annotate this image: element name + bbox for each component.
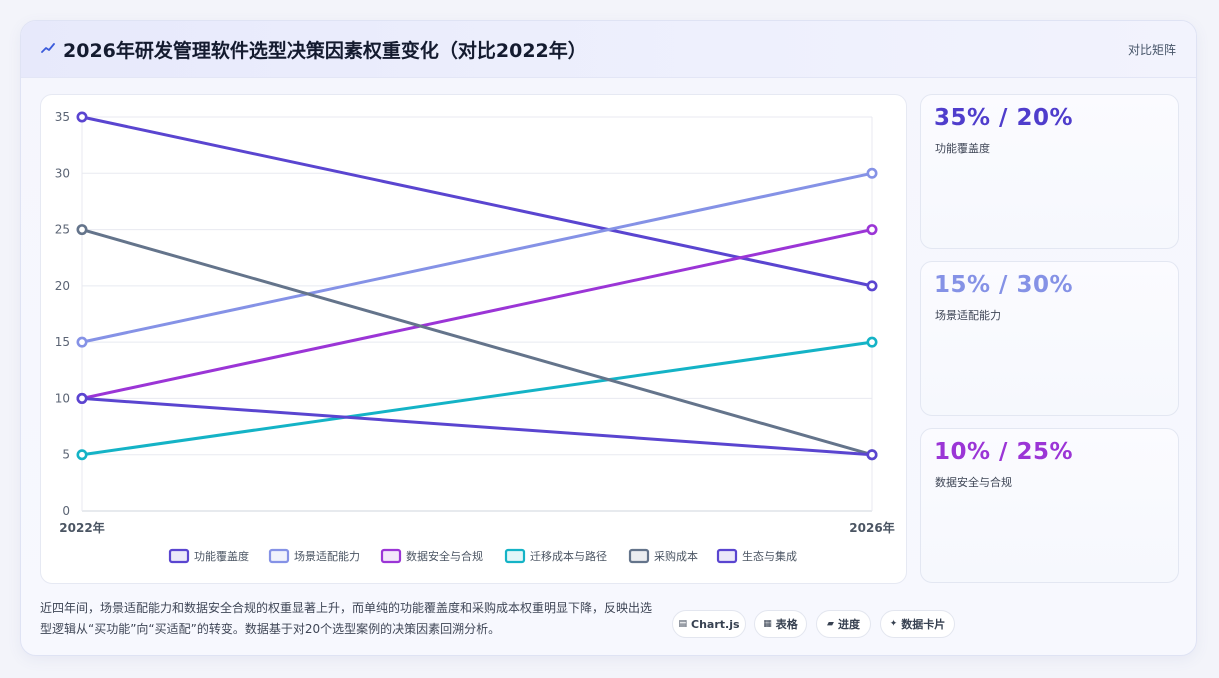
chart-panel: 0 5 10 15 20 25 30 35 2022年 2026年功能覆盖度 场景适配能力 数据安全与…	[40, 94, 907, 584]
series-line	[80, 396, 874, 457]
chart-icon: ▤	[678, 619, 687, 629]
data-point	[76, 111, 88, 123]
page-title: 2026年研发管理软件选型决策因素权重变化（对比2022年）	[63, 40, 587, 62]
stat-value: 15% / 30%	[934, 272, 1074, 298]
legend-swatch	[268, 548, 290, 564]
y-tick-label: 15	[55, 335, 70, 349]
x-tick-label: 2026年	[849, 520, 894, 535]
data-point	[76, 392, 88, 404]
header: 2026年研发管理软件选型决策因素权重变化（对比2022年） 对比矩阵	[21, 21, 1196, 78]
legend-swatch	[716, 548, 738, 564]
data-point	[866, 280, 878, 292]
legend-label: 功能覆盖度	[194, 549, 249, 563]
chip-label: 数据卡片	[901, 618, 946, 631]
series-line	[80, 340, 874, 457]
stat-value: 35% / 20%	[934, 105, 1074, 131]
legend-label: 场景适配能力	[294, 549, 360, 563]
legend-label: 数据安全与合规	[406, 549, 483, 563]
data-point	[76, 449, 88, 461]
y-tick-label: 5	[62, 448, 70, 462]
comparison-matrix-link[interactable]: 对比矩阵	[1127, 43, 1176, 57]
chip-table[interactable]: ▦ 表格	[754, 610, 807, 638]
chip-data-cards[interactable]: ✦ 数据卡片	[880, 610, 955, 638]
legend-swatch	[628, 548, 650, 564]
chip-progress[interactable]: ▰ 进度	[816, 610, 871, 638]
summary-note: 近四年间，场景适配能力和数据安全合规的权重显著上升，而单纯的功能覆盖度和采购成本…	[40, 601, 653, 636]
legend-label: 迁移成本与路径	[530, 549, 607, 563]
y-tick-label: 10	[55, 391, 70, 405]
legend-swatch	[504, 548, 526, 564]
data-point	[76, 336, 88, 348]
legend-swatch	[168, 548, 190, 564]
data-point	[866, 224, 878, 236]
chip-label: Chart.js	[691, 617, 740, 631]
chip-label: 进度	[837, 618, 860, 631]
stat-card-feature-coverage: 35% / 20% 功能覆盖度	[920, 94, 1179, 249]
series-line	[80, 115, 874, 288]
legend-label: 生态与集成	[742, 549, 797, 563]
stat-value: 10% / 25%	[934, 439, 1074, 465]
series-line	[80, 228, 874, 457]
stat-card-data-security: 10% / 25% 数据安全与合规	[920, 428, 1179, 583]
chip-label: 表格	[775, 618, 798, 631]
data-point	[866, 167, 878, 179]
y-tick-label: 35	[55, 110, 70, 124]
chip-chartjs[interactable]: ▤ Chart.js	[672, 610, 746, 638]
series-line	[80, 228, 874, 400]
y-tick-label: 0	[62, 504, 70, 518]
legend-label: 采购成本	[654, 549, 698, 563]
series-line	[80, 171, 874, 344]
trend-icon	[41, 43, 55, 53]
stat-label: 数据安全与合规	[935, 476, 1012, 489]
x-tick-label: 2022年	[59, 520, 104, 535]
data-point	[866, 336, 878, 348]
progress-icon: ▰	[827, 619, 834, 629]
stat-card-scenario-fit: 15% / 30% 场景适配能力	[920, 261, 1179, 416]
data-point	[866, 449, 878, 461]
stat-label: 场景适配能力	[935, 309, 1001, 322]
y-tick-label: 25	[55, 223, 70, 237]
legend-swatch	[380, 548, 402, 564]
stat-label: 功能覆盖度	[935, 142, 990, 155]
data-point	[76, 224, 88, 236]
table-icon: ▦	[763, 619, 772, 629]
y-tick-label: 20	[55, 279, 70, 293]
sparkle-icon: ✦	[889, 619, 898, 629]
y-tick-label: 30	[55, 166, 70, 180]
dashboard-card: 2026年研发管理软件选型决策因素权重变化（对比2022年） 对比矩阵 0 5 10…	[20, 20, 1197, 656]
